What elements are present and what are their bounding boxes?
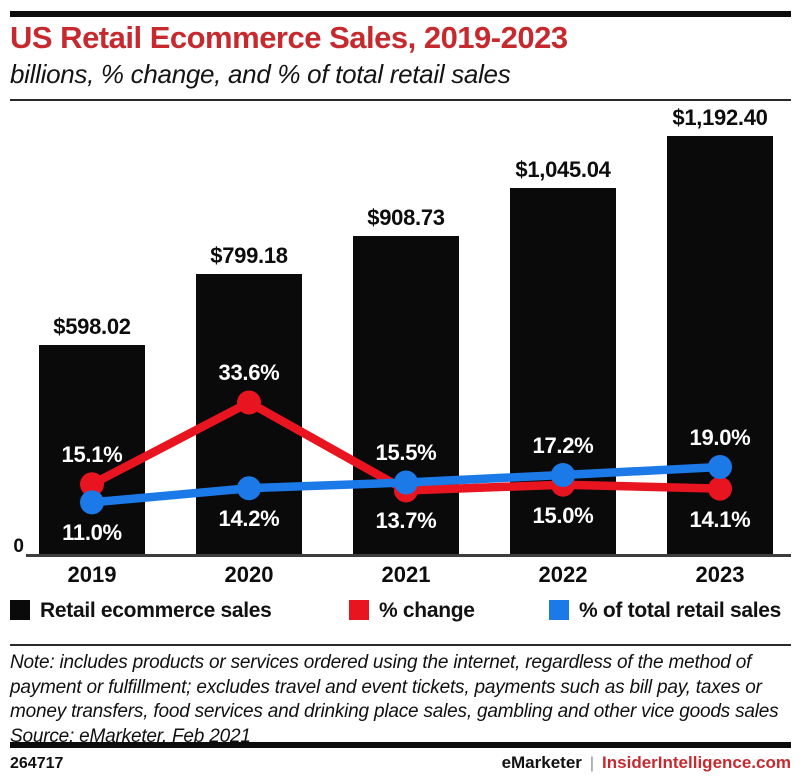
- bar-2023: [667, 135, 773, 555]
- note-block: Note: includes products or services orde…: [10, 651, 792, 749]
- x-axis-label-2021: 2021: [381, 562, 431, 587]
- pct-value-label: 15.5%: [375, 440, 437, 466]
- header-divider: [10, 99, 791, 101]
- legend-label: % of total retail sales: [579, 599, 782, 622]
- note-line: payment or fulfillment; excludes travel …: [10, 676, 762, 698]
- pct-value-label: 11.0%: [62, 520, 122, 546]
- note-line: money transfers, food services and drink…: [10, 701, 779, 722]
- top-border-bar: [10, 11, 791, 17]
- chart-title: US Retail Ecommerce Sales, 2019-2023: [10, 20, 568, 55]
- legend-swatch-blue: [549, 600, 569, 620]
- pct-value-label: 13.7%: [375, 508, 437, 534]
- bar-2022: [510, 187, 616, 555]
- pct-value-label: 14.1%: [689, 506, 751, 532]
- bar-value-label: $1,192.40: [672, 104, 768, 130]
- bar-value-label: $598.02: [53, 313, 131, 339]
- chart-id: 264717: [10, 755, 64, 772]
- source-line: Source: eMarketer, Feb 2021: [10, 725, 251, 747]
- x-axis-label-2023: 2023: [695, 562, 745, 587]
- plot-area: 0 $598.02 $799.18 $908.73 $1,045.04 $1,192.4…: [13, 104, 791, 587]
- note-divider: [10, 644, 791, 646]
- pct-value-label: 19.0%: [689, 425, 751, 451]
- bar-value-label: $1,045.04: [515, 156, 611, 182]
- legend-label: % change: [379, 599, 475, 622]
- note-line: Note: includes products or services orde…: [10, 652, 752, 673]
- chart-subtitle: billions, % change, and % of total retai…: [10, 59, 511, 89]
- pct-value-label: 15.0%: [532, 502, 594, 528]
- y-axis-zero-label: 0: [13, 536, 24, 557]
- brand-site-url: InsiderIntelligence.com: [602, 753, 791, 772]
- footer: 264717 eMarketer | InsiderIntelligence.com: [10, 753, 791, 773]
- pct-value-label: 15.1%: [61, 442, 123, 468]
- pct-value-label: 17.2%: [532, 432, 594, 458]
- bar-2021: [353, 235, 459, 555]
- brand-separator: |: [589, 755, 595, 772]
- x-axis-label-2019: 2019: [67, 562, 117, 587]
- chart-legend: Retail ecommerce sales % change % of tot…: [0, 599, 800, 625]
- x-axis-label-2020: 2020: [224, 562, 274, 587]
- brand-emarketer: eMarketer: [501, 753, 582, 772]
- bar-value-label: $908.73: [367, 204, 445, 230]
- x-axis-line: [26, 554, 791, 557]
- footer-divider-bar: [10, 742, 791, 748]
- pct-value-label: 14.2%: [218, 506, 280, 532]
- legend-swatch-red: [349, 600, 369, 620]
- branding: eMarketer | InsiderIntelligence.com: [502, 753, 791, 773]
- x-axis-label-2022: 2022: [538, 562, 588, 587]
- bar-value-label: $799.18: [210, 243, 288, 269]
- legend-swatch-black: [10, 600, 30, 620]
- pct-value-label: 33.6%: [218, 360, 280, 386]
- legend-label: Retail ecommerce sales: [40, 599, 272, 622]
